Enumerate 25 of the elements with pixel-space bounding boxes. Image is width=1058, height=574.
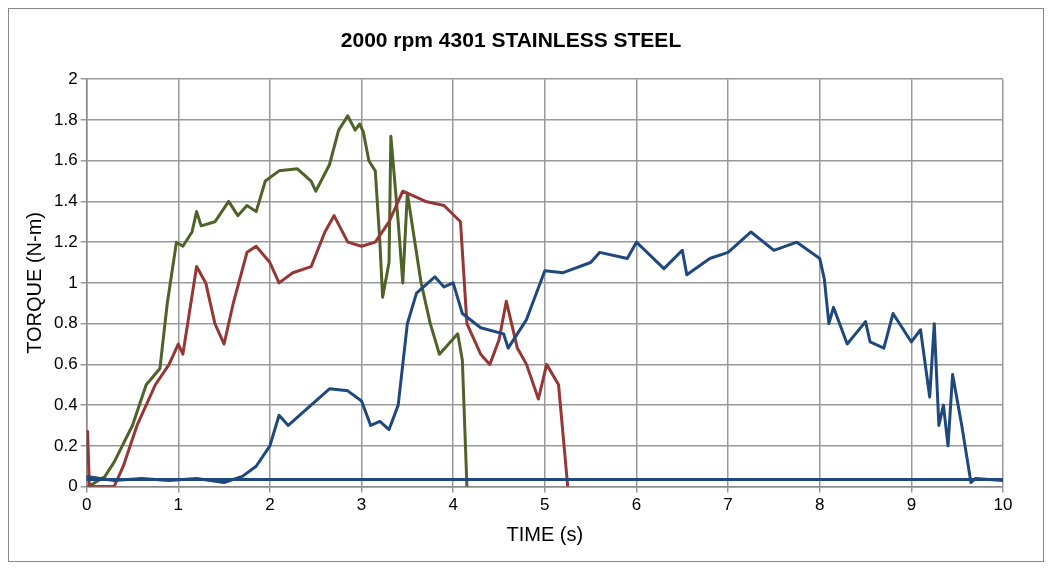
y-tick-label: 1.6	[53, 150, 78, 170]
x-tick-label: 4	[448, 495, 458, 515]
x-tick-label: 2	[265, 495, 275, 515]
x-axis-title: TIME (s)	[506, 522, 584, 545]
x-tick-label: 9	[906, 495, 917, 515]
y-tick-label: 1.2	[53, 231, 78, 251]
y-tick-label: 0.8	[53, 313, 78, 333]
x-tick-label: 3	[356, 495, 367, 515]
x-tick-label: 7	[723, 495, 733, 515]
x-tick-label: 1	[173, 495, 183, 515]
y-tick-label: 2	[68, 68, 78, 88]
y-tick-label: 0.2	[53, 435, 78, 455]
x-tick-label: 10	[993, 495, 1013, 515]
x-tick-label: 0	[81, 495, 92, 515]
y-tick-label: 0	[68, 476, 78, 496]
y-axis-title: TORQUE (N-m)	[22, 211, 45, 354]
x-tick-label: 5	[540, 495, 550, 515]
y-tick-label: 1.8	[53, 109, 78, 129]
y-tick-label: 1	[68, 272, 78, 292]
x-tick-label: 8	[814, 495, 825, 515]
y-tick-label: 1.4	[53, 191, 78, 211]
y-tick-label: 0.4	[53, 394, 78, 414]
chart-title: 2000 rpm 4301 STAINLESS STEEL	[340, 28, 682, 52]
y-tick-label: 0.6	[53, 354, 78, 374]
x-tick-label: 6	[631, 495, 642, 515]
